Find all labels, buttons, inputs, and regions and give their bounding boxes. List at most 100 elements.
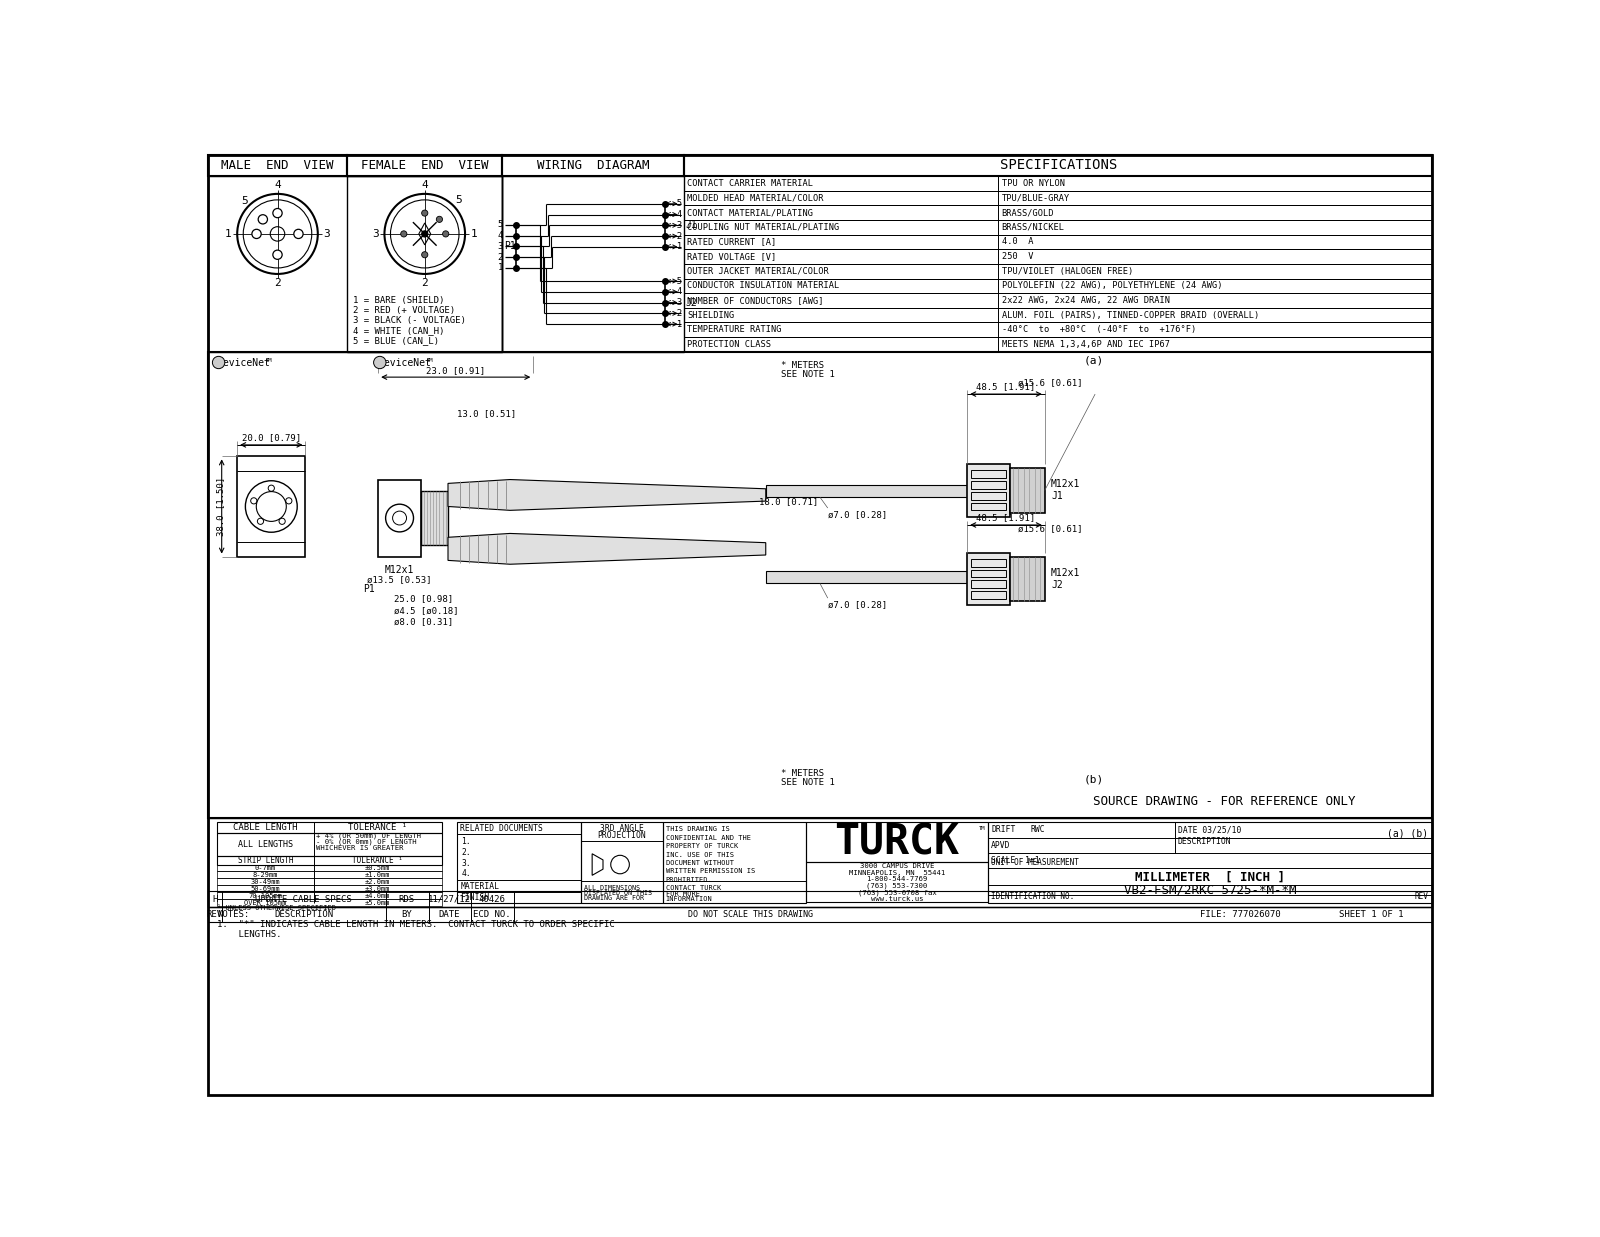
Text: ø13.5 [0.53]: ø13.5 [0.53] [368, 575, 432, 584]
Text: ±5.0mm: ±5.0mm [365, 899, 390, 905]
Bar [685, 250, 1432, 263]
Text: 30-49mm: 30-49mm [251, 878, 280, 884]
Text: ±1.0mm: ±1.0mm [365, 872, 390, 878]
Text: < 3: < 3 [666, 298, 682, 307]
Text: * METERS: * METERS [781, 769, 824, 778]
Text: OVER 105mm: OVER 105mm [245, 899, 286, 905]
Text: 2x22 AWG, 2x24 AWG, 22 AWG DRAIN: 2x22 AWG, 2x24 AWG, 22 AWG DRAIN [1002, 296, 1170, 306]
Text: 38.0 [1.50]: 38.0 [1.50] [216, 477, 224, 536]
Bar [685, 338, 1432, 351]
Text: PROPERTY OF TURCK: PROPERTY OF TURCK [666, 844, 738, 849]
Bar [378, 480, 421, 557]
Circle shape [422, 231, 427, 238]
Text: < 1: < 1 [666, 242, 682, 251]
Text: FOR MORE: FOR MORE [666, 891, 699, 897]
Circle shape [213, 356, 224, 369]
Bar [806, 862, 989, 902]
Text: 11/27/12: 11/27/12 [429, 894, 470, 904]
Text: 4 = WHITE (CAN_H): 4 = WHITE (CAN_H) [354, 327, 445, 335]
Bar [685, 190, 1432, 205]
Text: SPECIFICATIONS: SPECIFICATIONS [1000, 158, 1117, 172]
Text: < 5: < 5 [666, 199, 682, 208]
Text: ALL LENGTHS: ALL LENGTHS [238, 840, 293, 849]
Text: ±4.0mm: ±4.0mm [365, 893, 390, 899]
Text: TOLERANCE ¹: TOLERANCE ¹ [352, 856, 403, 865]
Text: TURCK: TURCK [835, 821, 960, 863]
Text: ±0.5mm: ±0.5mm [365, 865, 390, 871]
Text: 3: 3 [323, 229, 330, 239]
Text: 4.0  A: 4.0 A [1002, 238, 1034, 246]
Text: FEMALE  END  VIEW: FEMALE END VIEW [362, 158, 488, 172]
Text: CONTACT MATERIAL/PLATING: CONTACT MATERIAL/PLATING [688, 208, 813, 218]
Text: 1 = BARE (SHIELD): 1 = BARE (SHIELD) [354, 297, 445, 306]
Bar [347, 155, 502, 176]
Text: 50-69mm: 50-69mm [251, 886, 280, 892]
Text: CONDUCTOR INSULATION MATERIAL: CONDUCTOR INSULATION MATERIAL [688, 281, 840, 291]
Text: ø4.5 [ø0.18]: ø4.5 [ø0.18] [394, 606, 458, 615]
Bar [685, 278, 1432, 293]
Text: ø7.0 [0.28]: ø7.0 [0.28] [827, 600, 886, 609]
Circle shape [443, 231, 450, 238]
Text: ø8.0 [0.31]: ø8.0 [0.31] [394, 617, 453, 626]
Text: CABLE LENGTH: CABLE LENGTH [234, 823, 298, 833]
Text: COUPLING NUT MATERIAL/PLATING: COUPLING NUT MATERIAL/PLATING [688, 223, 840, 231]
Text: 4: 4 [421, 181, 429, 190]
Bar [685, 176, 1432, 190]
Text: 48.5 [1.91]: 48.5 [1.91] [976, 382, 1035, 391]
Text: FINISH: FINISH [461, 893, 490, 902]
Circle shape [422, 210, 427, 216]
Bar [218, 865, 442, 872]
Bar [218, 856, 442, 865]
Text: INC. USE OF THIS: INC. USE OF THIS [666, 851, 734, 857]
Text: APVD: APVD [992, 841, 1011, 850]
Text: 3.: 3. [461, 858, 470, 867]
Text: 20.0 [0.79]: 20.0 [0.79] [242, 433, 301, 443]
Text: ¹ UNLESS OTHERWISE SPECIFIED: ¹ UNLESS OTHERWISE SPECIFIED [218, 905, 336, 912]
Bar [421, 491, 448, 546]
Circle shape [251, 229, 261, 239]
Text: RATED VOLTAGE [V]: RATED VOLTAGE [V] [688, 252, 776, 261]
Text: DRAWING ARE FOR: DRAWING ARE FOR [584, 896, 643, 902]
Bar [1010, 557, 1045, 601]
Text: 2: 2 [498, 252, 502, 262]
Circle shape [386, 505, 413, 532]
Text: ±3.0mm: ±3.0mm [365, 886, 390, 892]
Text: H: H [213, 894, 218, 904]
Text: (a) (b): (a) (b) [1387, 829, 1429, 839]
Text: < 5: < 5 [666, 277, 682, 286]
Text: 1.  "*" INDICATES CABLE LENGTH IN METERS.  CONTACT TURCK TO ORDER SPECIFIC: 1. "*" INDICATES CABLE LENGTH IN METERS.… [218, 920, 614, 929]
Bar [989, 823, 1432, 903]
Bar [502, 176, 685, 351]
Bar [208, 907, 1432, 923]
Text: OUTER JACKET MATERIAL/COLOR: OUTER JACKET MATERIAL/COLOR [688, 267, 829, 276]
Bar [971, 569, 1006, 578]
Bar [806, 823, 989, 862]
Text: 1: 1 [498, 263, 502, 272]
Text: 1: 1 [226, 229, 232, 239]
Bar [766, 571, 968, 584]
Bar [685, 155, 1432, 176]
Bar [971, 559, 1006, 567]
Text: ALL DIMENSIONS: ALL DIMENSIONS [584, 884, 640, 891]
Circle shape [422, 251, 427, 257]
Bar [971, 502, 1006, 511]
Text: 2.: 2. [461, 847, 470, 857]
Text: ALUM. FOIL (PAIRS), TINNED-COPPER BRAID (OVERALL): ALUM. FOIL (PAIRS), TINNED-COPPER BRAID … [1002, 310, 1259, 319]
Text: TEMPERATURE RATING: TEMPERATURE RATING [688, 325, 782, 334]
Text: + 4% (OR 50mm) OF LENGTH: + 4% (OR 50mm) OF LENGTH [317, 833, 421, 839]
Circle shape [258, 215, 267, 224]
Bar [685, 308, 1432, 323]
Text: 4: 4 [274, 181, 282, 190]
Text: PROJECTION: PROJECTION [598, 831, 646, 840]
Text: P1: P1 [504, 241, 517, 251]
Text: < 4: < 4 [666, 287, 682, 297]
Text: 40426: 40426 [478, 894, 506, 904]
Text: 5: 5 [456, 195, 462, 205]
Text: 3: 3 [498, 242, 502, 251]
Text: ø7.0 [0.28]: ø7.0 [0.28] [827, 510, 886, 518]
Text: 3: 3 [373, 229, 379, 239]
Text: UNIT OF MEASUREMENT: UNIT OF MEASUREMENT [992, 857, 1078, 867]
Text: CONFIDENTIAL AND THE: CONFIDENTIAL AND THE [666, 835, 750, 841]
Circle shape [294, 229, 302, 239]
Bar [218, 886, 442, 892]
